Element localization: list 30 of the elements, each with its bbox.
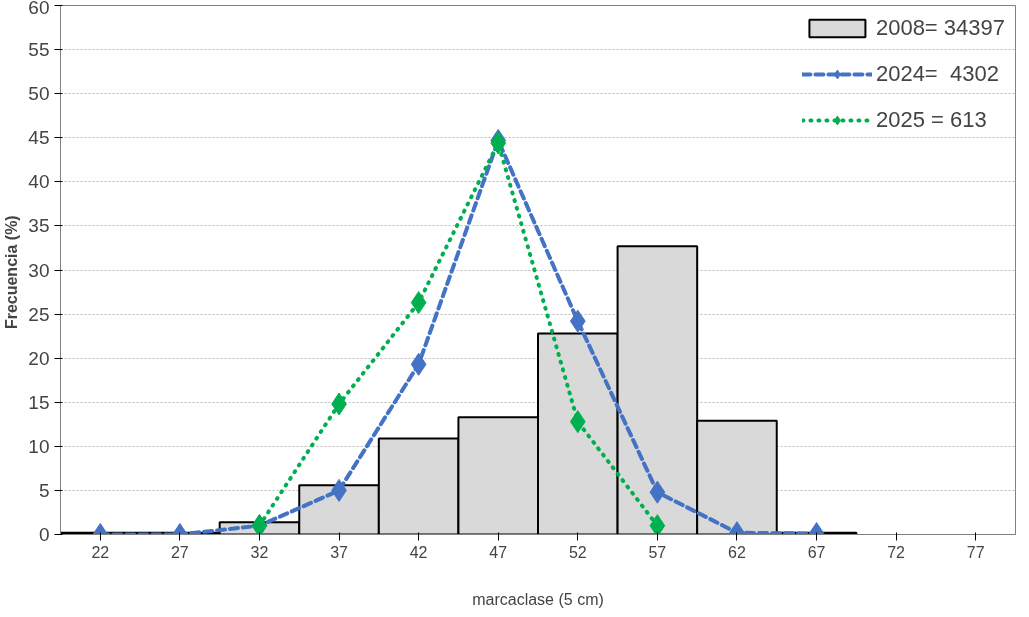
x-tick-label: 27 — [170, 543, 189, 561]
y-tick-label: 50 — [28, 83, 50, 105]
x-tick-label: 42 — [409, 543, 428, 561]
y-tick-label: 15 — [28, 391, 50, 413]
y-tick-label: 5 — [38, 479, 50, 501]
y-tick-label: 20 — [28, 347, 50, 369]
x-tick-label: 72 — [887, 543, 906, 561]
y-tick-label: 30 — [28, 259, 50, 281]
y-tick-label: 60 — [28, 0, 50, 18]
y-tick-label: 0 — [38, 524, 50, 545]
y-tick-label: 10 — [28, 435, 50, 457]
y-tick-label: 35 — [28, 215, 50, 237]
legend-label: 2024= 4302 — [875, 61, 999, 87]
x-axis-title: marcaclase (5 cm) — [472, 590, 604, 608]
x-tick-label: 32 — [250, 543, 269, 561]
legend-label: 2008= 34397 — [875, 15, 1005, 41]
x-tick-label: 52 — [568, 543, 587, 561]
x-tick-label: 62 — [728, 543, 746, 561]
x-tick-label: 37 — [330, 543, 349, 561]
x-tick-label: 47 — [489, 543, 508, 561]
y-tick-label: 40 — [28, 171, 50, 193]
x-tick-label: 67 — [807, 543, 826, 561]
y-tick-label: 55 — [28, 39, 50, 61]
y-tick-label: 45 — [28, 127, 50, 149]
y-axis-title: Frecuencia (%) — [3, 215, 21, 330]
x-tick-label: 22 — [91, 543, 110, 561]
y-tick-label: 25 — [28, 303, 50, 325]
legend-label: 2025 = 613 — [875, 107, 987, 133]
x-tick-label: 77 — [966, 543, 985, 561]
x-tick-label: 57 — [648, 543, 667, 561]
